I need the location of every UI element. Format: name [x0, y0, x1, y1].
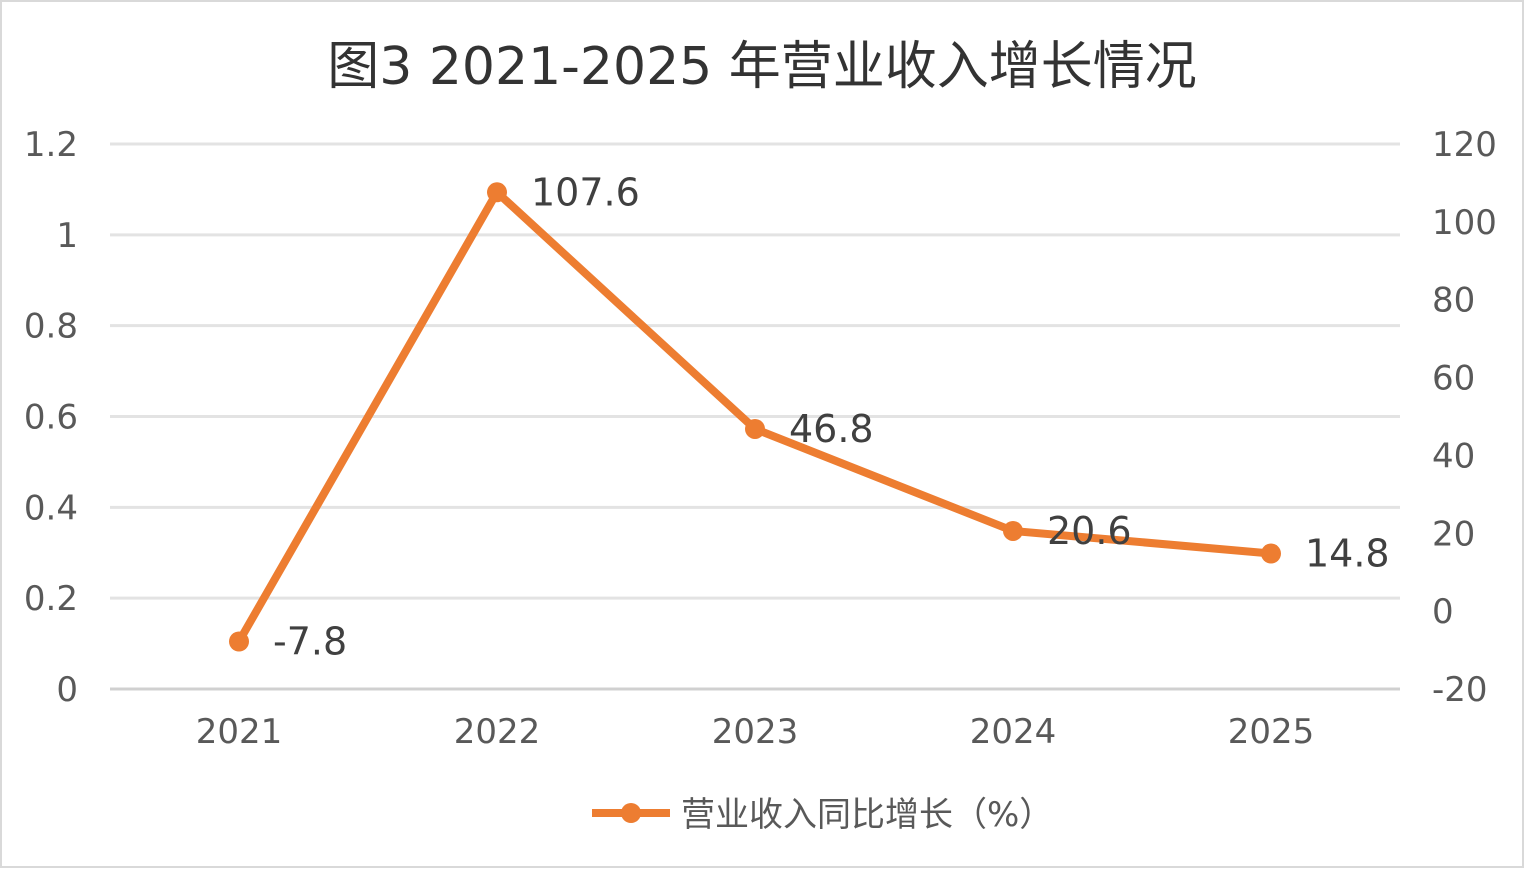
x-axis-tick-label: 2022 — [454, 712, 541, 752]
data-point — [487, 182, 507, 203]
right-axis-tick-label: -20 — [1432, 670, 1488, 710]
gridlines — [110, 142, 1400, 691]
left-axis-tick-label: 0.4 — [24, 488, 78, 528]
data-point — [745, 418, 765, 439]
data-label: 20.6 — [1047, 509, 1132, 553]
data-label: 107.6 — [531, 170, 640, 214]
right-axis-tick-label: 80 — [1432, 281, 1475, 321]
legend-marker — [621, 803, 641, 823]
x-axis-tick-label: 2023 — [712, 712, 799, 752]
series-line — [229, 182, 1281, 652]
data-labels: -7.8 107.6 46.8 20.6 14.8 — [273, 170, 1390, 663]
x-axis: 2021 2022 2023 2024 2025 — [196, 712, 1315, 752]
data-point — [1261, 543, 1281, 564]
x-axis-tick-label: 2021 — [196, 712, 283, 752]
data-label: -7.8 — [273, 620, 347, 664]
x-axis-tick-label: 2025 — [1228, 712, 1315, 752]
right-axis-tick-label: 120 — [1432, 125, 1497, 165]
legend-label: 营业收入同比增长（%） — [681, 795, 1053, 835]
right-axis-tick-label: 100 — [1432, 203, 1497, 243]
data-point — [1003, 520, 1023, 541]
legend: 营业收入同比增长（%） — [592, 795, 1053, 835]
data-point — [229, 631, 249, 652]
left-axis-tick-label: 1 — [56, 216, 78, 256]
right-axis-tick-label: 40 — [1432, 436, 1475, 476]
left-axis-tick-label: 1.2 — [24, 125, 78, 165]
right-axis-tick-label: 20 — [1432, 514, 1475, 554]
data-label: 46.8 — [789, 407, 874, 451]
left-axis: 0 0.2 0.4 0.6 0.8 1 1.2 — [24, 125, 78, 710]
right-axis: -20 0 20 40 60 80 100 120 — [1432, 125, 1497, 710]
chart-title: 图3 2021-2025 年营业收入增长情况 — [327, 37, 1197, 97]
data-label: 14.8 — [1305, 532, 1390, 576]
right-axis-tick-label: 0 — [1432, 592, 1454, 632]
left-axis-tick-label: 0.2 — [24, 579, 78, 619]
left-axis-tick-label: 0.8 — [24, 307, 78, 347]
right-axis-tick-label: 60 — [1432, 359, 1475, 399]
left-axis-tick-label: 0.6 — [24, 398, 78, 438]
x-axis-tick-label: 2024 — [970, 712, 1057, 752]
left-axis-tick-label: 0 — [56, 670, 78, 710]
